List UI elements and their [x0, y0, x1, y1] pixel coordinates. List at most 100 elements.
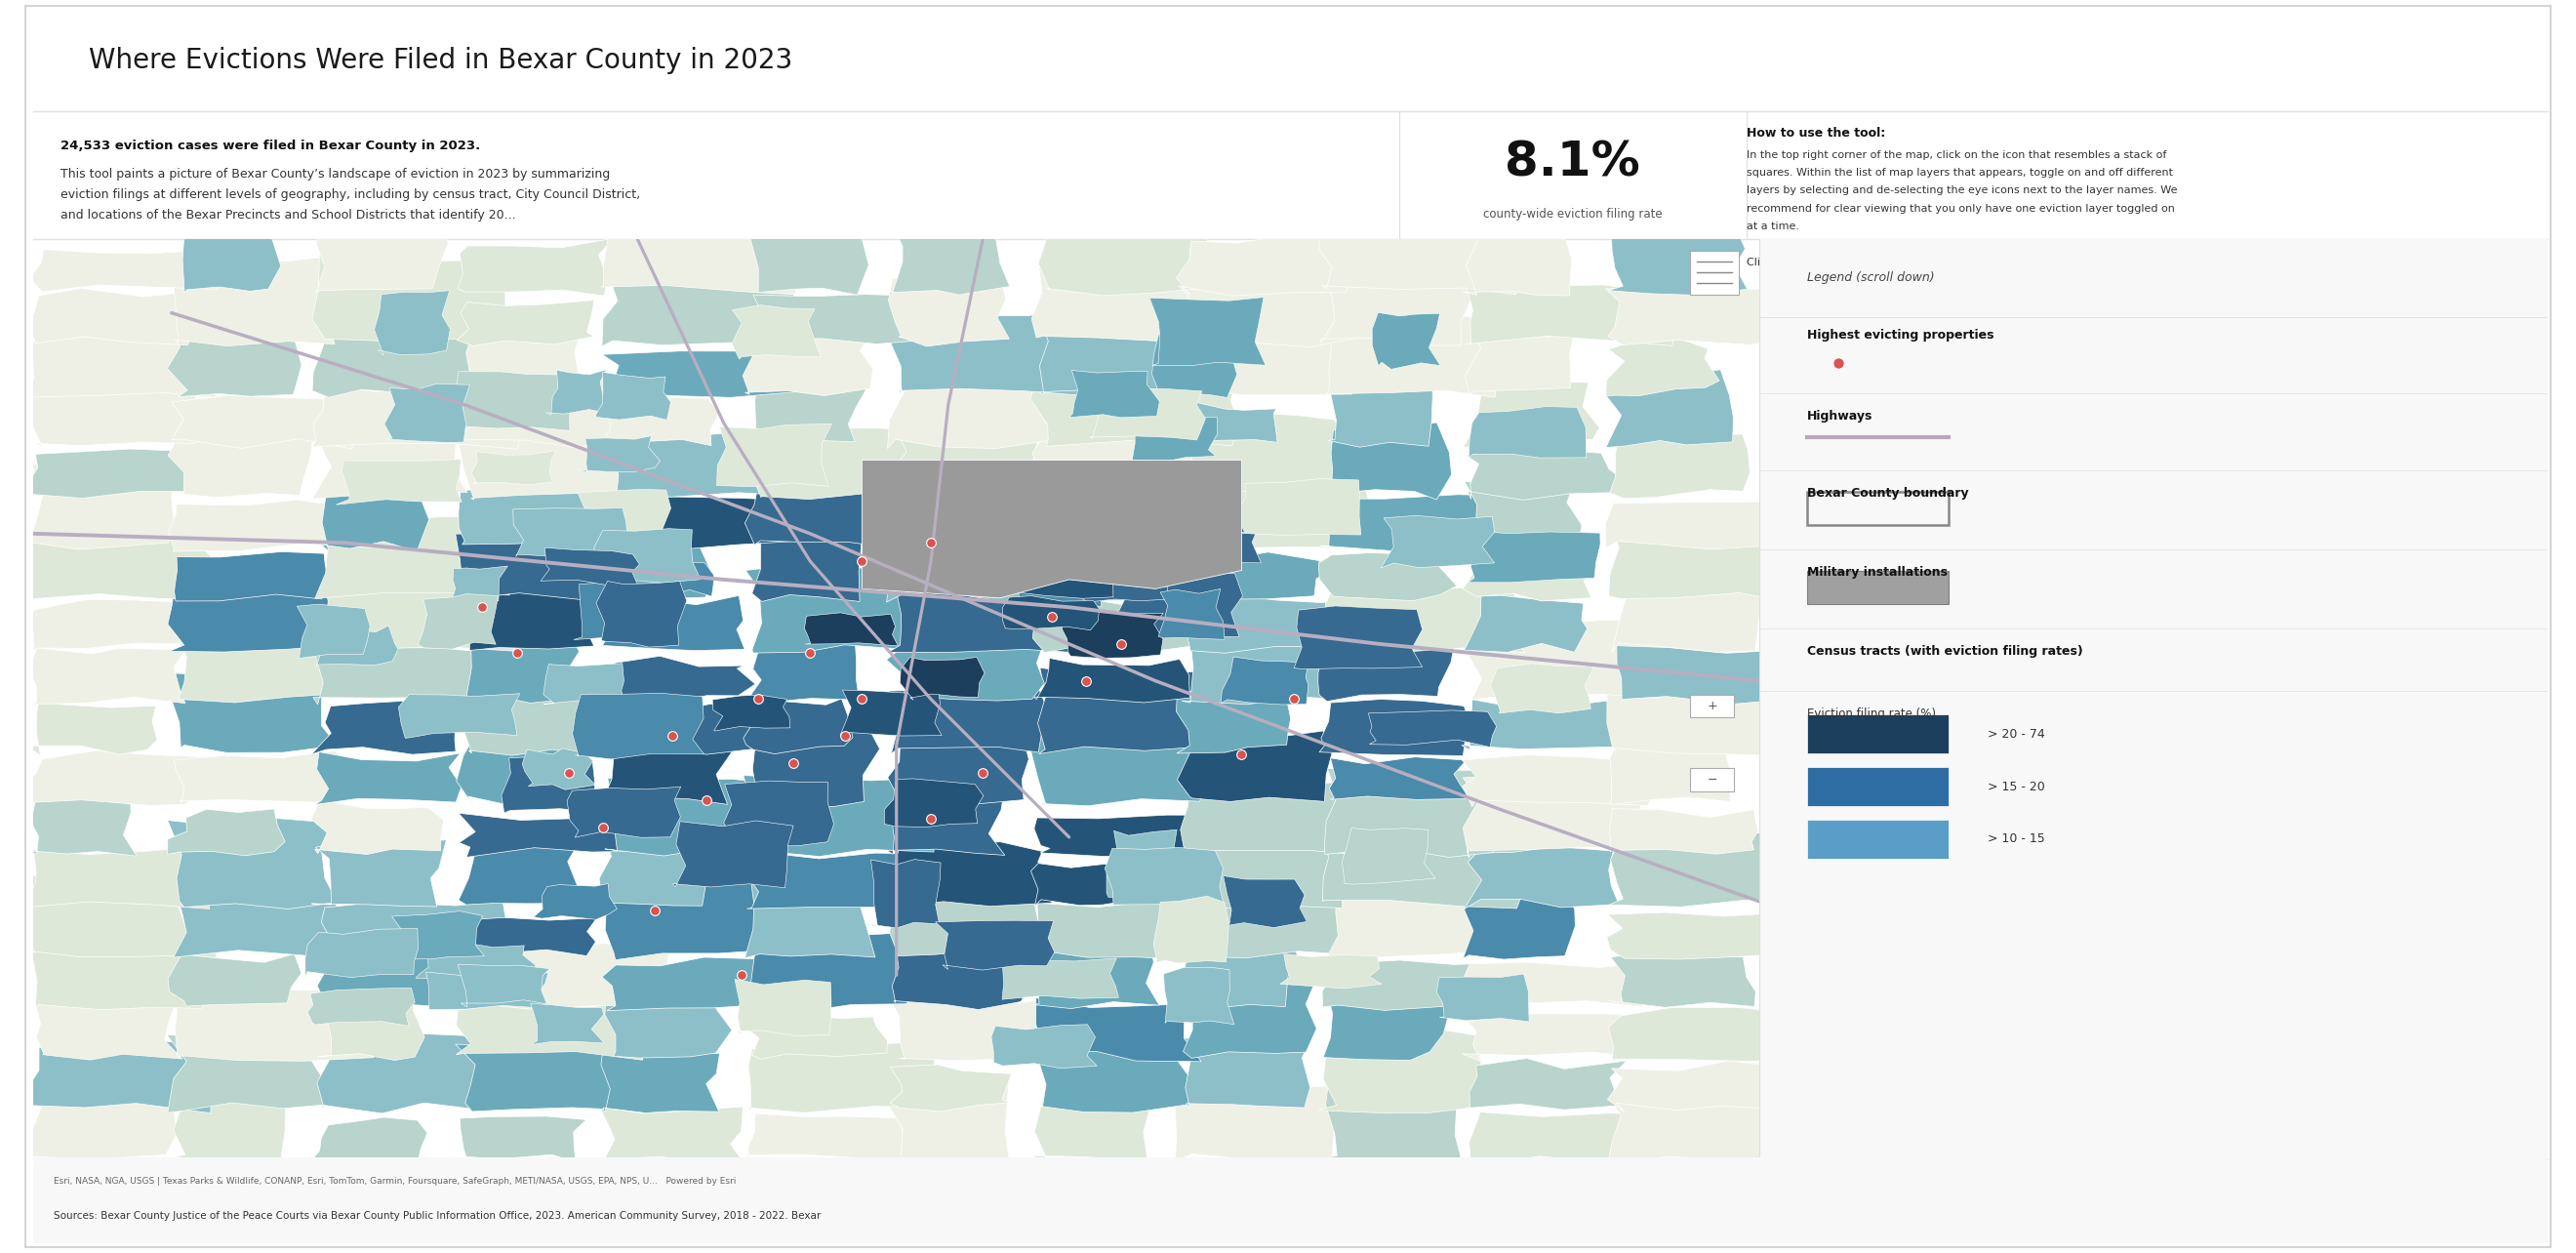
- Polygon shape: [317, 1027, 487, 1114]
- Bar: [1806, 571, 1947, 604]
- Polygon shape: [886, 544, 1056, 603]
- Polygon shape: [459, 238, 613, 296]
- Polygon shape: [889, 589, 1087, 653]
- Bar: [1690, 251, 1739, 294]
- Polygon shape: [600, 222, 809, 294]
- Polygon shape: [459, 813, 657, 857]
- Polygon shape: [322, 476, 430, 551]
- Polygon shape: [1607, 912, 1788, 960]
- Polygon shape: [1038, 208, 1211, 296]
- Text: Eviction filing rate (%): Eviction filing rate (%): [1806, 708, 1935, 720]
- Polygon shape: [889, 362, 1056, 449]
- Polygon shape: [1610, 431, 1749, 499]
- Polygon shape: [1607, 1061, 1790, 1111]
- Polygon shape: [523, 748, 595, 789]
- Polygon shape: [167, 500, 379, 551]
- Polygon shape: [456, 1037, 641, 1111]
- Polygon shape: [175, 751, 348, 803]
- Polygon shape: [28, 648, 185, 704]
- Text: at a time.: at a time.: [1747, 222, 1801, 232]
- Polygon shape: [1293, 606, 1422, 669]
- Polygon shape: [840, 690, 943, 736]
- Polygon shape: [1321, 832, 1530, 908]
- Text: layers by selecting and de-selecting the eye icons next to the layer names. We: layers by selecting and de-selecting the…: [1747, 185, 2177, 195]
- Polygon shape: [598, 519, 714, 601]
- Polygon shape: [1154, 896, 1229, 964]
- Polygon shape: [600, 1106, 744, 1164]
- Polygon shape: [744, 380, 868, 444]
- Polygon shape: [603, 704, 778, 754]
- Text: recommend for clear viewing that you only have one eviction layer toggled on: recommend for clear viewing that you onl…: [1747, 203, 2174, 213]
- Text: In the top right corner of the map, click on the icon that resembles a stack of: In the top right corner of the map, clic…: [1747, 150, 2166, 159]
- Polygon shape: [312, 799, 443, 855]
- Polygon shape: [26, 600, 198, 652]
- Polygon shape: [456, 728, 585, 807]
- Polygon shape: [899, 657, 984, 700]
- Polygon shape: [744, 776, 945, 857]
- Polygon shape: [1151, 330, 1236, 397]
- Polygon shape: [314, 752, 461, 804]
- Polygon shape: [577, 490, 670, 549]
- Polygon shape: [1177, 690, 1291, 753]
- Polygon shape: [1175, 595, 1334, 653]
- Polygon shape: [1175, 460, 1373, 548]
- Polygon shape: [26, 1040, 211, 1113]
- Polygon shape: [1368, 710, 1497, 747]
- Polygon shape: [1381, 515, 1494, 568]
- Polygon shape: [26, 465, 175, 551]
- Polygon shape: [889, 873, 1043, 956]
- Text: How to use the tool:: How to use the tool:: [1747, 127, 1886, 139]
- Polygon shape: [28, 376, 198, 446]
- Polygon shape: [744, 699, 853, 754]
- Polygon shape: [1342, 828, 1435, 885]
- Polygon shape: [1466, 449, 1620, 500]
- Polygon shape: [886, 792, 1005, 856]
- Polygon shape: [314, 1118, 428, 1164]
- Polygon shape: [744, 851, 940, 908]
- Text: Legend (scroll down): Legend (scroll down): [1806, 272, 1935, 284]
- Polygon shape: [1466, 1059, 1625, 1110]
- Polygon shape: [1236, 479, 1360, 535]
- Polygon shape: [23, 872, 193, 957]
- Polygon shape: [1605, 370, 1734, 447]
- Bar: [1806, 819, 1947, 858]
- Polygon shape: [1607, 950, 1757, 1007]
- Polygon shape: [572, 693, 703, 759]
- Polygon shape: [1327, 313, 1499, 397]
- Polygon shape: [456, 944, 670, 1010]
- Text: Where Evictions Were Filed in Bexar County in 2023: Where Evictions Were Filed in Bexar Coun…: [88, 46, 793, 74]
- Polygon shape: [23, 449, 201, 499]
- Polygon shape: [1492, 663, 1595, 713]
- Polygon shape: [1180, 922, 1298, 1010]
- Polygon shape: [167, 574, 345, 652]
- Text: Military installations: Military installations: [1806, 566, 1947, 579]
- Polygon shape: [1090, 388, 1206, 440]
- Polygon shape: [1030, 370, 1242, 446]
- Polygon shape: [1319, 883, 1507, 960]
- Polygon shape: [312, 700, 466, 754]
- Polygon shape: [935, 921, 1054, 970]
- Polygon shape: [167, 818, 337, 908]
- Polygon shape: [170, 1075, 286, 1164]
- Polygon shape: [1319, 221, 1517, 294]
- Polygon shape: [1082, 573, 1167, 603]
- Polygon shape: [456, 619, 580, 703]
- Polygon shape: [804, 613, 899, 645]
- Polygon shape: [1177, 500, 1262, 563]
- Bar: [1806, 767, 1947, 806]
- Polygon shape: [425, 972, 549, 1010]
- Text: Highest evicting properties: Highest evicting properties: [1806, 328, 1994, 341]
- Polygon shape: [600, 595, 744, 650]
- Polygon shape: [374, 291, 451, 356]
- Polygon shape: [1321, 495, 1522, 551]
- Polygon shape: [1319, 1079, 1473, 1163]
- Text: Click on a census tract, Council District, Precinct, School District or high evi: Click on a census tract, Council Distric…: [1747, 257, 2195, 267]
- Polygon shape: [459, 482, 644, 550]
- Polygon shape: [1468, 620, 1674, 700]
- Polygon shape: [577, 436, 659, 472]
- Polygon shape: [1038, 304, 1185, 397]
- Polygon shape: [744, 880, 876, 959]
- Polygon shape: [1033, 429, 1203, 500]
- Polygon shape: [1463, 204, 1577, 296]
- Polygon shape: [317, 944, 451, 1007]
